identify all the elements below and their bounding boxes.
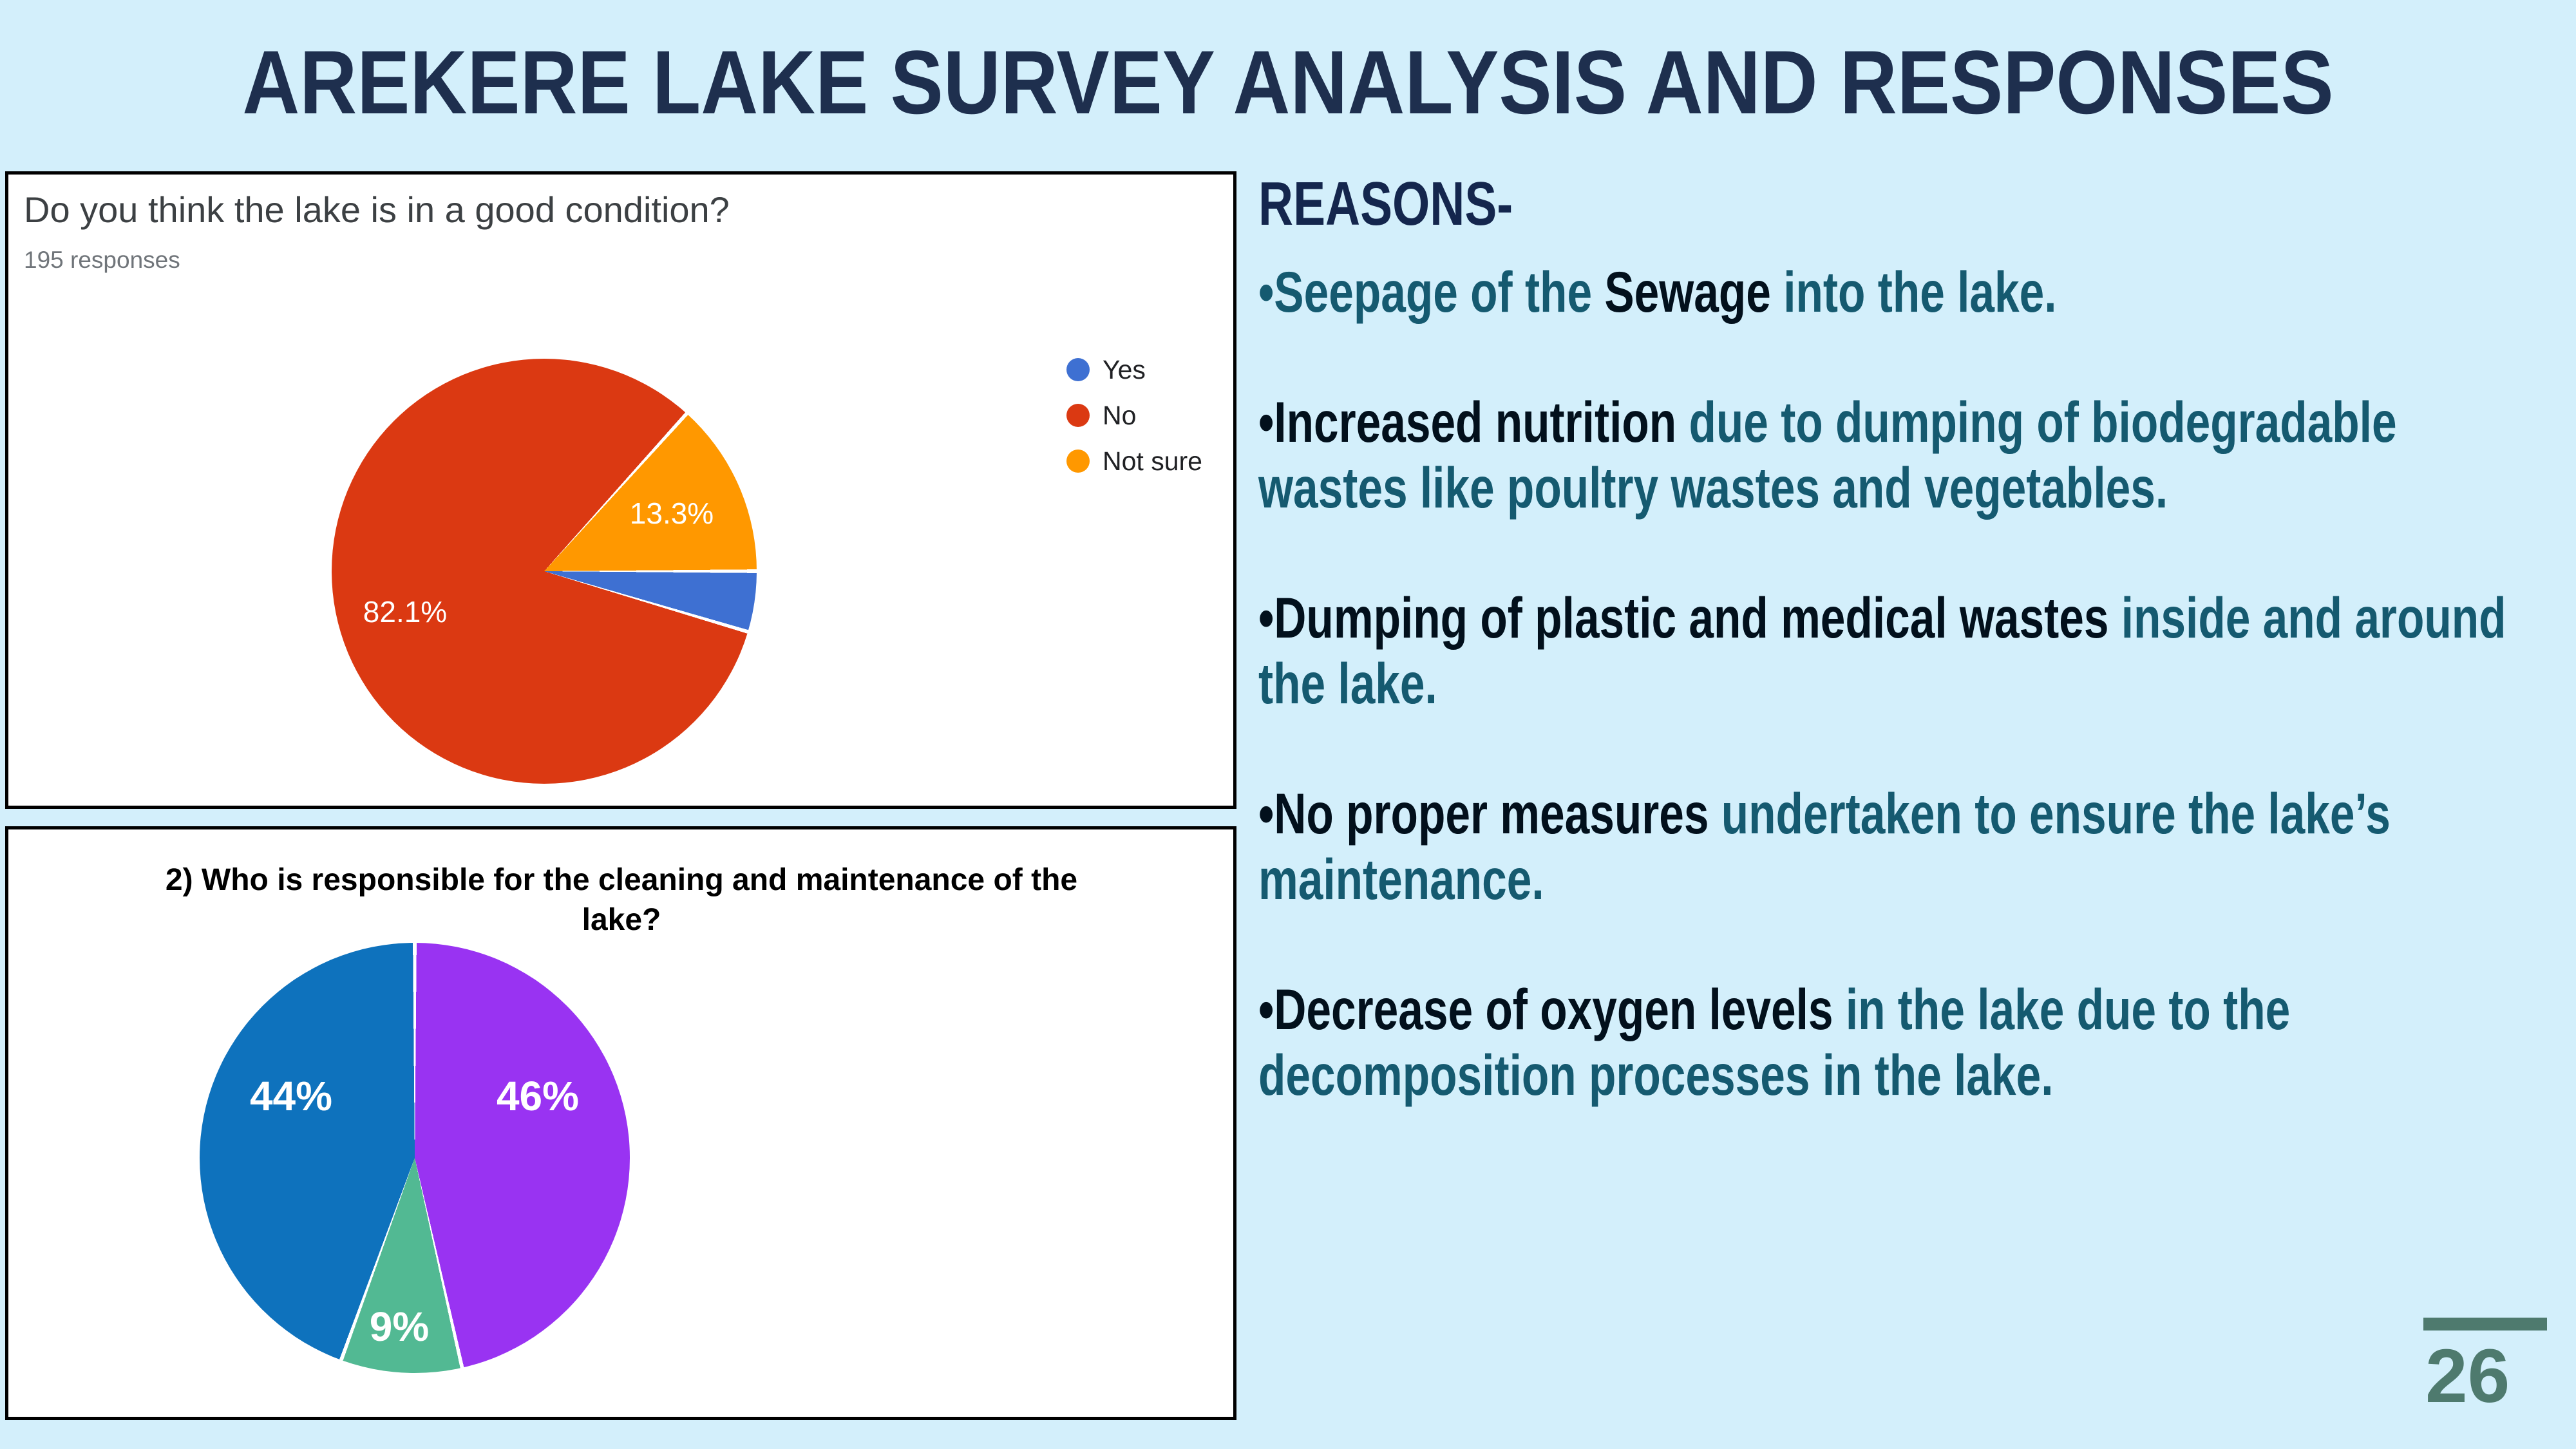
reason-text-emphasis: •No proper measures (1258, 781, 1721, 846)
reasons-section: REASONS- •Seepage of the Sewage into the… (1258, 169, 2576, 1172)
chart2-question: 2) Who is responsible for the cleaning a… (165, 863, 1078, 937)
page-number-bar (2423, 1318, 2547, 1331)
reason-text: into the lake. (1783, 260, 2057, 324)
reason-text: inside and around the lake. (1258, 585, 2506, 715)
reason-item-measures: •No proper measures undertaken to ensure… (1258, 781, 2576, 912)
chart-panel-condition: Do you think the lake is in a good condi… (5, 171, 1236, 809)
chart-panel-responsibility: 2) Who is responsible for the cleaning a… (5, 826, 1236, 1420)
page-number: 26 (2425, 1334, 2510, 1419)
legend-label: Not sure (1103, 446, 1202, 476)
slice-label-both: 44% (249, 1073, 333, 1119)
reasons-heading: REASONS- (1258, 169, 1513, 238)
reason-text: in the lake due to the decomposition pro… (1258, 977, 2291, 1107)
reason-item-oxygen: •Decrease of oxygen levels in the lake d… (1258, 976, 2576, 1108)
reason-text: due to dumping of biodegradable wastes l… (1258, 390, 2397, 520)
reason-text-emphasis: •Dumping of plastic and medical wastes (1258, 585, 2121, 650)
legend-item-no: No (1066, 399, 1202, 431)
reason-item-seepage: •Seepage of the Sewage into the lake. (1258, 259, 2576, 325)
reason-text-emphasis: •Decrease of oxygen levels (1258, 977, 1846, 1041)
not-sure-color-dot-icon (1066, 450, 1090, 473)
reason-item-nutrition: •Increased nutrition due to dumping of b… (1258, 389, 2576, 520)
pie-chart-condition (332, 359, 757, 784)
chart1-responses-count: 195 responses (24, 247, 180, 273)
reason-text-emphasis: Sewage (1604, 260, 1784, 324)
chart1-legend: Yes No Not sure (1066, 354, 1202, 491)
reason-text: undertaken to ensure the lake’s maintena… (1258, 781, 2391, 911)
yes-color-dot-icon (1066, 358, 1090, 381)
slice-label-government: 46% (496, 1073, 580, 1119)
reason-text-emphasis: •Increased nutrition (1258, 390, 1689, 454)
legend-item-not-sure: Not sure (1066, 445, 1202, 477)
no-color-dot-icon (1066, 404, 1090, 427)
slice-label-not-sure: 13.3% (629, 497, 714, 530)
pie-chart-responsibility (200, 943, 630, 1373)
reason-text: •Seepage of the (1258, 260, 1605, 324)
legend-item-yes: Yes (1066, 354, 1202, 386)
legend-label: No (1103, 400, 1137, 430)
chart1-question: Do you think the lake is in a good condi… (24, 189, 730, 230)
slide-title: AREKERE LAKE SURVEY ANALYSIS AND RESPONS… (242, 32, 2334, 133)
slice-label-no: 82.1% (363, 595, 448, 629)
slice-label-community: 9% (369, 1303, 430, 1350)
legend-label: Yes (1103, 354, 1146, 384)
reason-item-dumping: •Dumping of plastic and medical wastes i… (1258, 585, 2576, 716)
